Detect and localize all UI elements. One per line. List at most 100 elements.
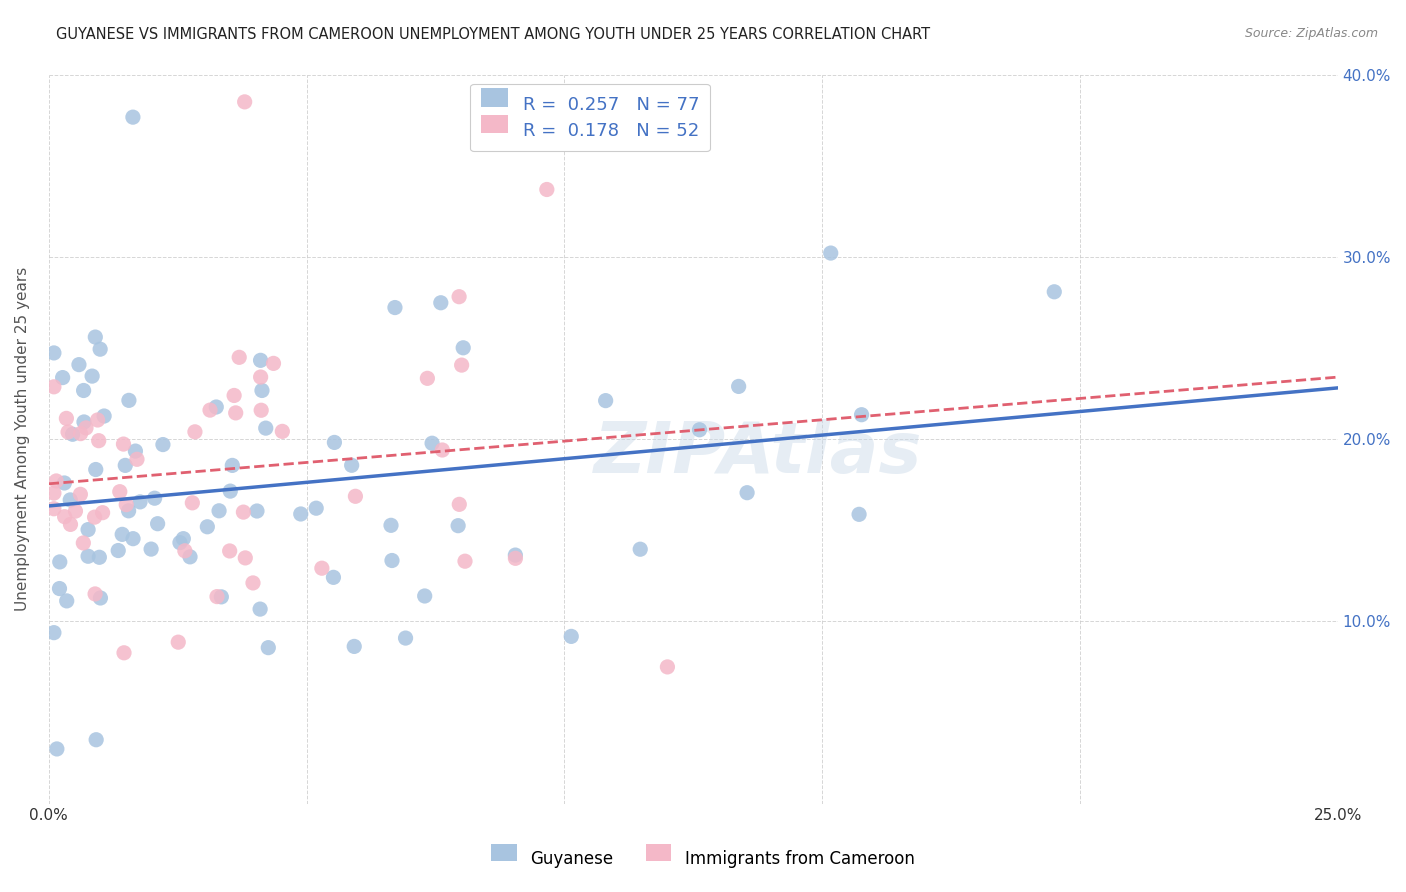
Y-axis label: Unemployment Among Youth under 25 years: Unemployment Among Youth under 25 years: [15, 267, 30, 611]
Point: [42, 625, 65, 640]
Point: [343, 640, 366, 654]
Point: [115, 498, 138, 512]
Point: [89, 591, 111, 605]
Point: [450, 358, 472, 372]
Point: [430, 295, 453, 310]
Point: [89, 550, 111, 565]
Point: [181, 496, 204, 510]
Point: [249, 353, 271, 368]
Point: [83, 510, 105, 524]
Point: [1043, 285, 1066, 299]
Point: [84, 732, 107, 747]
Text: Source: ZipAtlas.com: Source: ZipAtlas.com: [1244, 27, 1378, 40]
Point: [59, 492, 82, 507]
Point: [451, 341, 474, 355]
Point: [380, 518, 402, 533]
Point: [45, 742, 67, 756]
Point: [242, 576, 264, 591]
Point: [169, 535, 191, 549]
Point: [246, 504, 269, 518]
Point: [657, 660, 679, 674]
Point: [125, 452, 148, 467]
Point: [42, 380, 65, 394]
Point: [232, 505, 254, 519]
Point: [93, 409, 115, 423]
Point: [69, 426, 91, 441]
Text: ZIPAtlas: ZIPAtlas: [593, 419, 922, 488]
Point: [228, 351, 250, 365]
Point: [205, 400, 228, 414]
Point: [384, 301, 406, 315]
Point: [735, 485, 758, 500]
Point: [143, 491, 166, 506]
Point: [340, 458, 363, 473]
Point: [48, 582, 70, 596]
Point: [420, 436, 443, 450]
Point: [413, 589, 436, 603]
Point: [118, 393, 141, 408]
Point: [45, 474, 67, 488]
Point: [84, 462, 107, 476]
Point: [250, 384, 273, 398]
Point: [381, 553, 404, 567]
Point: [75, 421, 97, 435]
Point: [42, 486, 65, 500]
Point: [454, 554, 477, 568]
Point: [49, 555, 72, 569]
Point: [233, 95, 256, 109]
Point: [249, 370, 271, 384]
Point: [69, 487, 91, 501]
Point: [124, 444, 146, 458]
Point: [449, 290, 471, 304]
Point: [72, 384, 94, 398]
Point: [394, 631, 416, 645]
Point: [195, 520, 218, 534]
Point: [107, 543, 129, 558]
Point: [449, 497, 471, 511]
Point: [250, 403, 273, 417]
Point: [179, 549, 201, 564]
Point: [52, 370, 75, 384]
Point: [108, 484, 131, 499]
Point: [205, 590, 228, 604]
Point: [225, 406, 247, 420]
Text: GUYANESE VS IMMIGRANTS FROM CAMEROON UNEMPLOYMENT AMONG YOUTH UNDER 25 YEARS COR: GUYANESE VS IMMIGRANTS FROM CAMEROON UNE…: [56, 27, 931, 42]
Point: [271, 425, 294, 439]
Point: [257, 640, 280, 655]
Point: [224, 388, 246, 402]
Point: [323, 435, 346, 450]
Point: [432, 442, 454, 457]
Point: [72, 536, 94, 550]
Point: [416, 371, 439, 385]
Point: [114, 458, 136, 473]
Point: [139, 542, 162, 557]
Point: [91, 506, 114, 520]
Point: [59, 517, 82, 532]
Point: [172, 532, 194, 546]
Point: [117, 504, 139, 518]
Point: [84, 330, 107, 344]
Point: [560, 629, 582, 643]
Point: [536, 182, 558, 196]
Point: [344, 489, 367, 503]
Point: [184, 425, 207, 439]
Point: [254, 421, 277, 435]
Point: [87, 434, 110, 448]
Point: [129, 495, 152, 509]
Point: [73, 415, 96, 429]
Legend: Guyanese, Immigrants from Cameroon: Guyanese, Immigrants from Cameroon: [485, 843, 921, 875]
Point: [249, 602, 271, 616]
Point: [112, 437, 135, 451]
Point: [208, 504, 231, 518]
Point: [62, 427, 84, 442]
Point: [56, 425, 79, 439]
Point: [65, 504, 87, 518]
Point: [628, 542, 651, 557]
Point: [173, 543, 195, 558]
Point: [689, 423, 711, 437]
Point: [122, 532, 145, 546]
Legend: R =  0.257   N = 77, R =  0.178   N = 52: R = 0.257 N = 77, R = 0.178 N = 52: [470, 84, 710, 151]
Point: [322, 570, 344, 584]
Point: [89, 342, 111, 356]
Point: [505, 548, 527, 562]
